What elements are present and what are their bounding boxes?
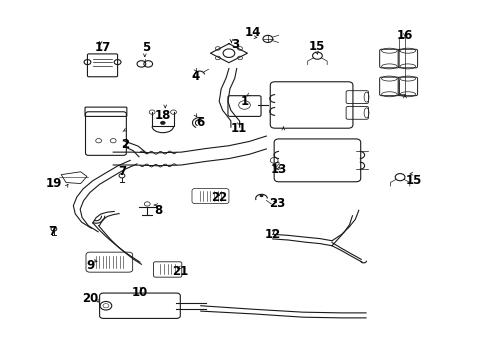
Text: 13: 13 [270,163,286,176]
Text: 1: 1 [240,95,248,108]
Circle shape [259,194,263,197]
Text: 9: 9 [86,259,94,272]
Circle shape [160,121,165,125]
Text: 12: 12 [264,228,280,241]
Text: 21: 21 [172,265,188,278]
Text: 5: 5 [142,41,150,54]
Text: 4: 4 [191,70,200,83]
Text: 15: 15 [307,40,324,53]
Text: 16: 16 [396,29,412,42]
Text: 7: 7 [118,165,126,177]
Text: 19: 19 [45,177,62,190]
Text: 2: 2 [121,138,129,151]
Text: 22: 22 [211,192,227,204]
Text: 6: 6 [196,116,204,129]
Text: 8: 8 [154,204,162,217]
Text: 3: 3 [230,38,238,51]
Text: 15: 15 [405,174,421,186]
Text: 20: 20 [82,292,98,305]
Text: 23: 23 [269,197,285,210]
Text: 11: 11 [230,122,246,135]
Text: 7: 7 [48,225,57,238]
Text: 14: 14 [244,26,261,39]
Text: 10: 10 [132,286,148,299]
Text: 17: 17 [94,41,110,54]
Text: 18: 18 [154,109,171,122]
